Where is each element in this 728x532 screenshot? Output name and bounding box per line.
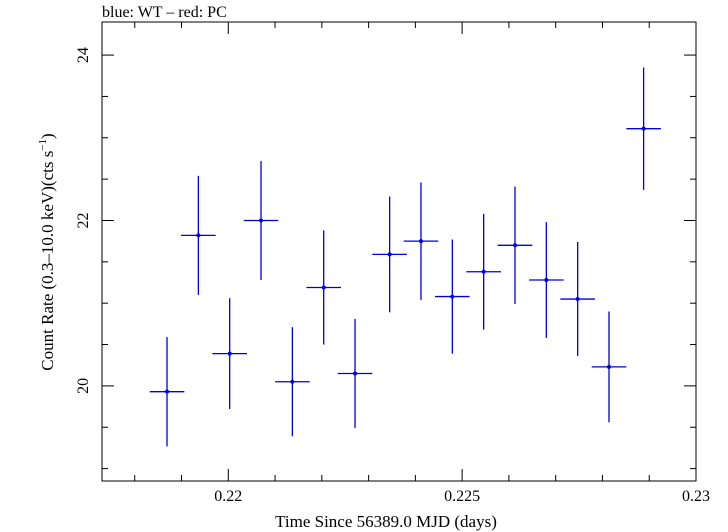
data-point bbox=[372, 196, 407, 313]
y-tick-label: 22 bbox=[75, 212, 92, 228]
y-tick-label: 24 bbox=[75, 47, 92, 63]
y-axis-label-main: Count Rate (0.3–10.0 keV)(cts s bbox=[38, 151, 57, 371]
point-marker bbox=[418, 239, 423, 244]
point-marker bbox=[641, 126, 646, 131]
data-point bbox=[181, 175, 216, 295]
y-tick-label: 20 bbox=[75, 378, 92, 394]
point-marker bbox=[227, 351, 232, 356]
data-point bbox=[529, 222, 564, 338]
point-marker bbox=[387, 252, 392, 257]
y-axis-label-close: ) bbox=[38, 133, 57, 139]
point-marker bbox=[450, 294, 455, 299]
data-point bbox=[275, 327, 310, 437]
y-axis-label: Count Rate (0.3–10.0 keV)(cts s−1) bbox=[37, 133, 57, 370]
point-marker bbox=[353, 371, 358, 376]
point-marker bbox=[290, 379, 295, 384]
point-marker bbox=[259, 218, 264, 223]
point-marker bbox=[321, 285, 326, 290]
x-tick-label: 0.225 bbox=[444, 488, 480, 505]
data-point bbox=[149, 337, 185, 447]
point-marker bbox=[575, 297, 580, 302]
data-points bbox=[149, 67, 661, 447]
plot-frame bbox=[101, 21, 697, 482]
x-tick-label: 0.22 bbox=[214, 488, 242, 505]
data-point bbox=[212, 298, 247, 410]
data-point bbox=[497, 186, 533, 305]
data-point bbox=[560, 241, 595, 357]
point-marker bbox=[481, 269, 486, 274]
data-point bbox=[435, 239, 470, 354]
data-point bbox=[403, 182, 439, 300]
x-tick-label: 0.23 bbox=[682, 488, 710, 505]
point-marker bbox=[544, 278, 549, 283]
axis-ticks bbox=[102, 22, 697, 481]
data-point bbox=[243, 160, 279, 281]
data-point bbox=[591, 311, 627, 423]
axis-tick-labels: 0.22 0.225 0.23 20 22 24 bbox=[75, 47, 710, 505]
data-point bbox=[466, 213, 501, 330]
x-axis-label: Time Since 56389.0 MJD (days) bbox=[275, 512, 497, 531]
point-marker bbox=[607, 364, 612, 369]
data-point bbox=[306, 230, 342, 345]
point-marker bbox=[165, 389, 170, 394]
data-point bbox=[626, 67, 661, 190]
y-axis-label-superscript: −1 bbox=[37, 139, 49, 151]
data-point bbox=[337, 318, 373, 429]
point-marker bbox=[196, 233, 201, 238]
point-marker bbox=[512, 243, 517, 248]
chart-title: blue: WT – red: PC bbox=[102, 4, 227, 21]
